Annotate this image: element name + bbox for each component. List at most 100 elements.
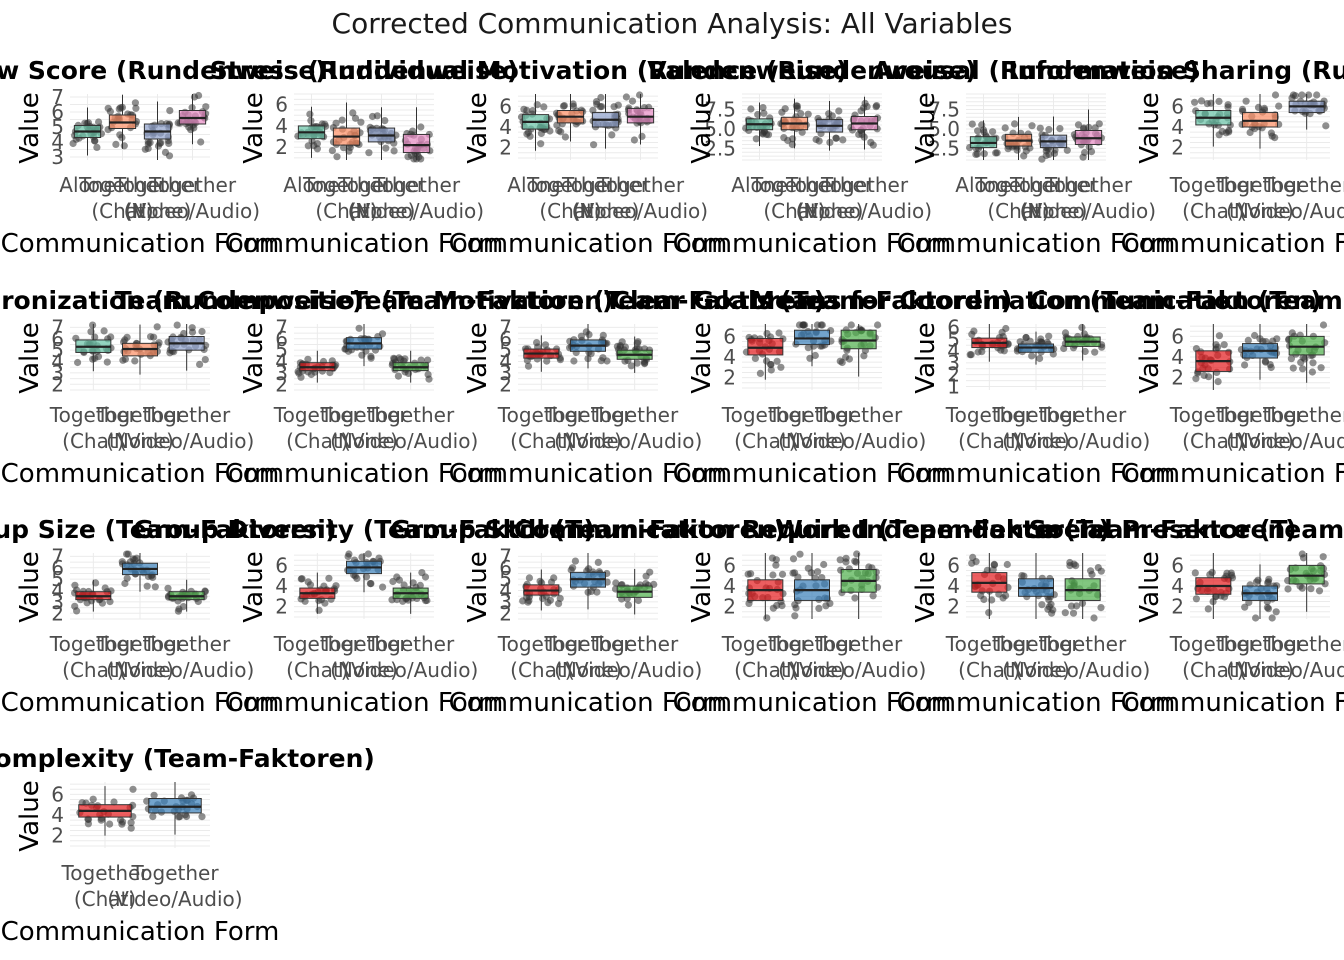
- jitter-point: [127, 819, 135, 827]
- jitter-point: [865, 563, 873, 571]
- y-axis-label: Value: [15, 551, 45, 622]
- jitter-point: [1191, 569, 1199, 577]
- jitter-point: [842, 558, 850, 566]
- y-axis-label: Value: [1135, 92, 1165, 163]
- jitter-point: [582, 328, 590, 336]
- x-tick-label: Together (None): [1215, 403, 1304, 453]
- y-tick-label: 6: [275, 93, 288, 117]
- jitter-point: [769, 571, 777, 579]
- y-tick-label: 2: [51, 601, 64, 625]
- jitter-point: [598, 103, 606, 111]
- jitter-point: [364, 550, 372, 558]
- jitter-point: [587, 350, 595, 358]
- x-tick-label: Together (Chat): [273, 632, 362, 682]
- figure-title: Corrected Communication Analysis: All Va…: [332, 7, 1013, 40]
- jitter-point: [1273, 335, 1281, 343]
- jitter-point: [1045, 150, 1053, 158]
- jitter-point: [828, 112, 836, 120]
- jitter-point: [417, 155, 425, 163]
- jitter-point: [869, 592, 877, 600]
- jitter-point: [624, 601, 632, 609]
- jitter-point: [340, 144, 348, 152]
- jitter-point: [636, 91, 644, 99]
- y-axis-label: Value: [463, 322, 493, 393]
- x-tick-label: Alone: [59, 173, 115, 197]
- x-tick-label: Together(Video/Audio): [791, 632, 926, 682]
- jitter-point: [767, 361, 775, 369]
- x-tick-label: Together(Video/Audio): [567, 403, 702, 453]
- jitter-point: [1045, 125, 1053, 134]
- y-tick-label: 3: [51, 361, 64, 385]
- jitter-point: [301, 597, 309, 605]
- x-tick-label: Together (None): [95, 632, 184, 682]
- jitter-point: [153, 323, 161, 331]
- jitter-point: [424, 370, 432, 379]
- jitter-point: [89, 321, 97, 329]
- jitter-point: [161, 148, 170, 156]
- x-tick-label: Together(Video/Audio): [791, 403, 926, 453]
- jitter-point: [1214, 343, 1222, 351]
- panel-title: Synchronization (Rundenweise): [0, 286, 364, 315]
- y-tick-label: 6: [947, 553, 960, 577]
- jitter-point: [587, 587, 595, 595]
- y-tick-label: 2: [1171, 136, 1184, 160]
- panel-title: Group Size (Team-Faktoren): [0, 515, 337, 544]
- jitter-point: [533, 101, 541, 109]
- jitter-point: [118, 134, 126, 142]
- jitter-point: [773, 357, 781, 365]
- y-tick-label: 5.0: [928, 117, 960, 141]
- x-axis-label: Communication Form: [449, 688, 728, 718]
- x-tick-label: Together (None): [767, 632, 856, 682]
- jitter-point: [1275, 102, 1283, 110]
- jitter-point: [69, 139, 77, 148]
- jitter-point: [1315, 587, 1324, 595]
- jitter-point: [970, 327, 978, 335]
- jitter-point: [1260, 106, 1269, 114]
- jitter-point: [860, 104, 868, 112]
- jitter-point: [853, 550, 861, 558]
- y-tick-label: 6: [723, 553, 736, 577]
- jitter-point: [561, 133, 569, 141]
- jitter-point: [174, 607, 182, 615]
- jitter-point: [988, 596, 996, 604]
- jitter-point: [1289, 91, 1297, 99]
- y-tick-label: 6: [275, 553, 288, 577]
- x-axis-label: Communication Form: [673, 459, 952, 489]
- y-tick-label: 5: [499, 338, 512, 362]
- jitter-point: [747, 570, 755, 578]
- x-tick-label: Together (None): [337, 173, 426, 223]
- jitter-point: [173, 321, 181, 329]
- jitter-point: [74, 358, 82, 367]
- jitter-point: [143, 582, 151, 590]
- jitter-point: [91, 354, 99, 362]
- x-axis-label: Communication Form: [1121, 459, 1344, 489]
- jitter-point: [754, 110, 762, 119]
- jitter-point: [1090, 614, 1098, 622]
- jitter-point: [567, 566, 575, 574]
- x-tick-label: Together (Chat): [945, 632, 1034, 682]
- y-tick-label: 6: [499, 556, 512, 580]
- jitter-point: [1268, 132, 1276, 140]
- y-axis-label: Value: [15, 322, 45, 393]
- jitter-point: [1002, 324, 1010, 333]
- jitter-point: [610, 103, 618, 111]
- x-tick-label: Together (Chat): [49, 403, 138, 453]
- jitter-point: [1287, 355, 1295, 363]
- jitter-point: [382, 144, 390, 152]
- jitter-point: [989, 566, 997, 574]
- jitter-point: [968, 120, 976, 128]
- panel-title: Flow Score (Rundenweise): [0, 56, 327, 85]
- jitter-point: [1307, 585, 1315, 593]
- y-axis-label: Value: [239, 551, 269, 622]
- y-tick-label: 2: [947, 363, 960, 387]
- jitter-point: [375, 554, 383, 562]
- jitter-point: [313, 140, 321, 148]
- jitter-point: [353, 574, 361, 583]
- x-axis-label: Communication Form: [449, 229, 728, 259]
- y-tick-label: 2: [947, 595, 960, 619]
- jitter-point: [751, 354, 759, 362]
- jitter-point: [972, 150, 980, 158]
- x-tick-label: Together (None): [561, 173, 650, 223]
